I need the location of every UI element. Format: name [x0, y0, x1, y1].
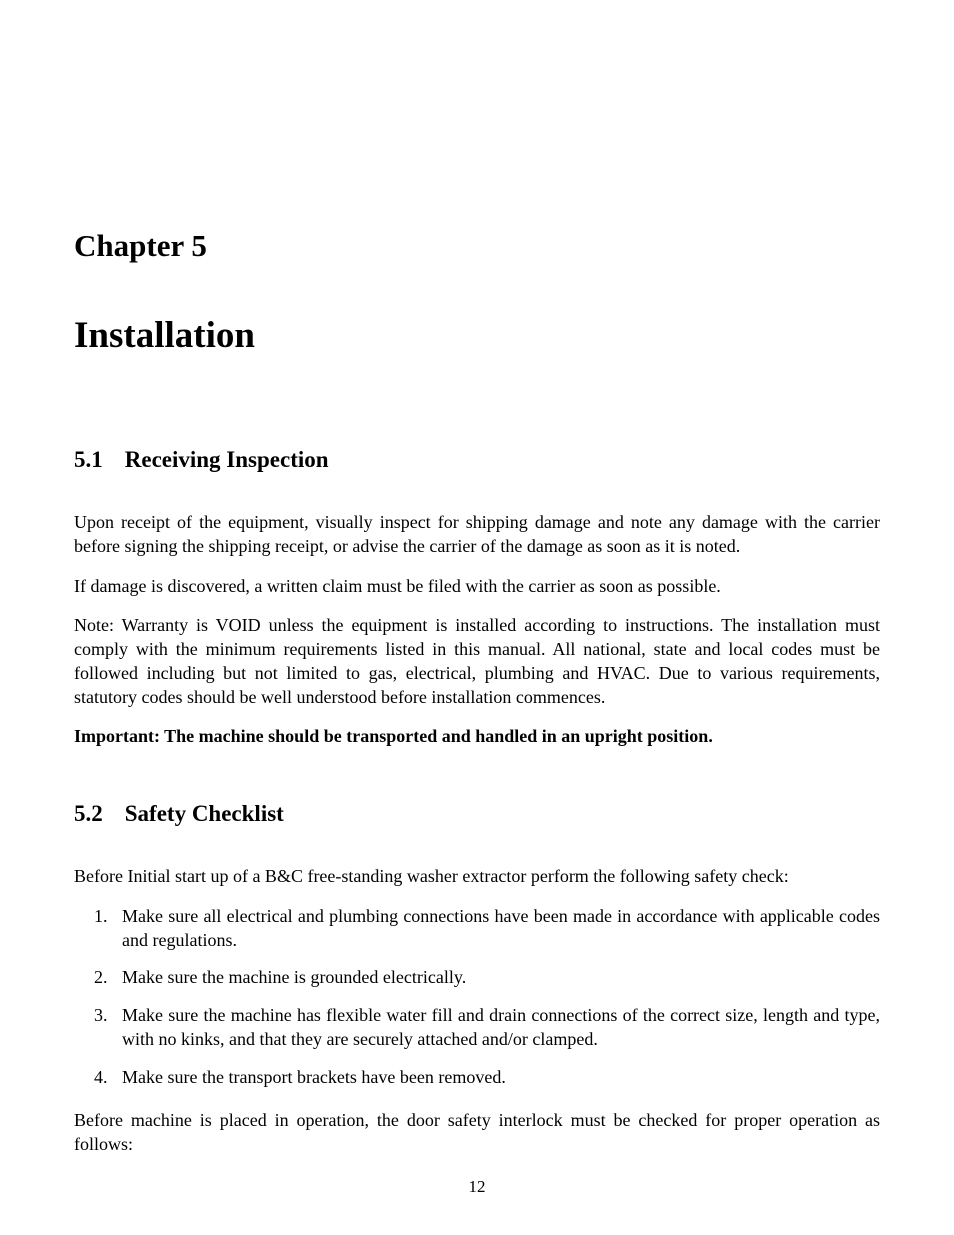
- paragraph: Before Initial start up of a B&C free-st…: [74, 865, 880, 889]
- paragraph: Upon receipt of the equipment, visually …: [74, 511, 880, 559]
- page-number: 12: [0, 1177, 954, 1197]
- safety-checklist-list: Make sure all electrical and plumbing co…: [74, 905, 880, 1090]
- section-heading-5-1: 5.1 Receiving Inspection: [74, 447, 880, 473]
- list-item: Make sure the machine has flexible water…: [122, 1004, 880, 1052]
- section-receiving-inspection: 5.1 Receiving Inspection Upon receipt of …: [74, 447, 880, 749]
- list-item: Make sure the machine is grounded electr…: [122, 966, 880, 990]
- chapter-title: Installation: [74, 314, 880, 357]
- list-item: Make sure all electrical and plumbing co…: [122, 905, 880, 953]
- section-title: Receiving Inspection: [125, 447, 329, 472]
- paragraph: If damage is discovered, a written claim…: [74, 575, 880, 599]
- list-item: Make sure the transport brackets have be…: [122, 1066, 880, 1090]
- chapter-label: Chapter 5: [74, 228, 880, 264]
- important-note: Important: The machine should be transpo…: [74, 725, 880, 749]
- section-heading-5-2: 5.2 Safety Checklist: [74, 801, 880, 827]
- section-safety-checklist: 5.2 Safety Checklist Before Initial start…: [74, 801, 880, 1157]
- paragraph: Note: Warranty is VOID unless the equipm…: [74, 614, 880, 709]
- paragraph: Before machine is placed in operation, t…: [74, 1109, 880, 1157]
- section-number: 5.2: [74, 801, 103, 827]
- section-title: Safety Checklist: [125, 801, 284, 826]
- section-number: 5.1: [74, 447, 103, 473]
